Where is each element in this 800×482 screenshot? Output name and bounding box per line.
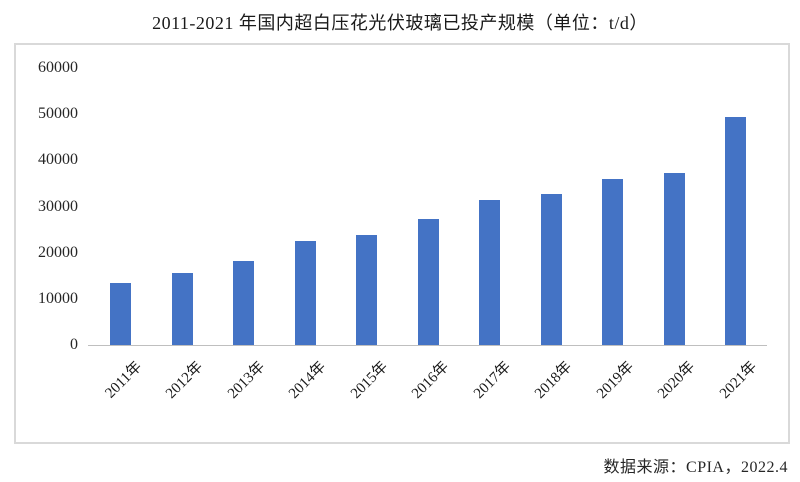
bar-2017年: [479, 199, 500, 345]
y-axis-tick-label: 10000: [38, 289, 78, 307]
y-axis-tick-label: 30000: [38, 197, 78, 215]
bar-2015年: [356, 235, 377, 345]
bar-2021年: [725, 117, 746, 345]
chart-title: 2011-2021 年国内超白压花光伏玻璃已投产规模（单位：t/d）: [152, 13, 648, 33]
bar-2011年: [110, 283, 131, 345]
bar-2018年: [540, 194, 562, 345]
y-axis-tick-label: 60000: [38, 59, 78, 76]
bar-2012年: [171, 272, 193, 345]
bar-2019年: [602, 178, 623, 345]
y-axis-tick-label: 40000: [38, 151, 78, 169]
chart-frame: [14, 43, 790, 444]
bar-2016年: [417, 219, 439, 345]
bar-2014年: [294, 241, 316, 345]
y-axis-tick-label: 0: [70, 336, 78, 353]
source-note: 数据来源：CPIA，2022.4: [603, 459, 788, 476]
x-axis-line: [88, 345, 767, 346]
bar-2020年: [663, 173, 685, 345]
bar-2013年: [233, 260, 254, 345]
y-axis-tick-label: 50000: [38, 105, 78, 123]
y-axis-tick-label: 20000: [38, 243, 78, 261]
